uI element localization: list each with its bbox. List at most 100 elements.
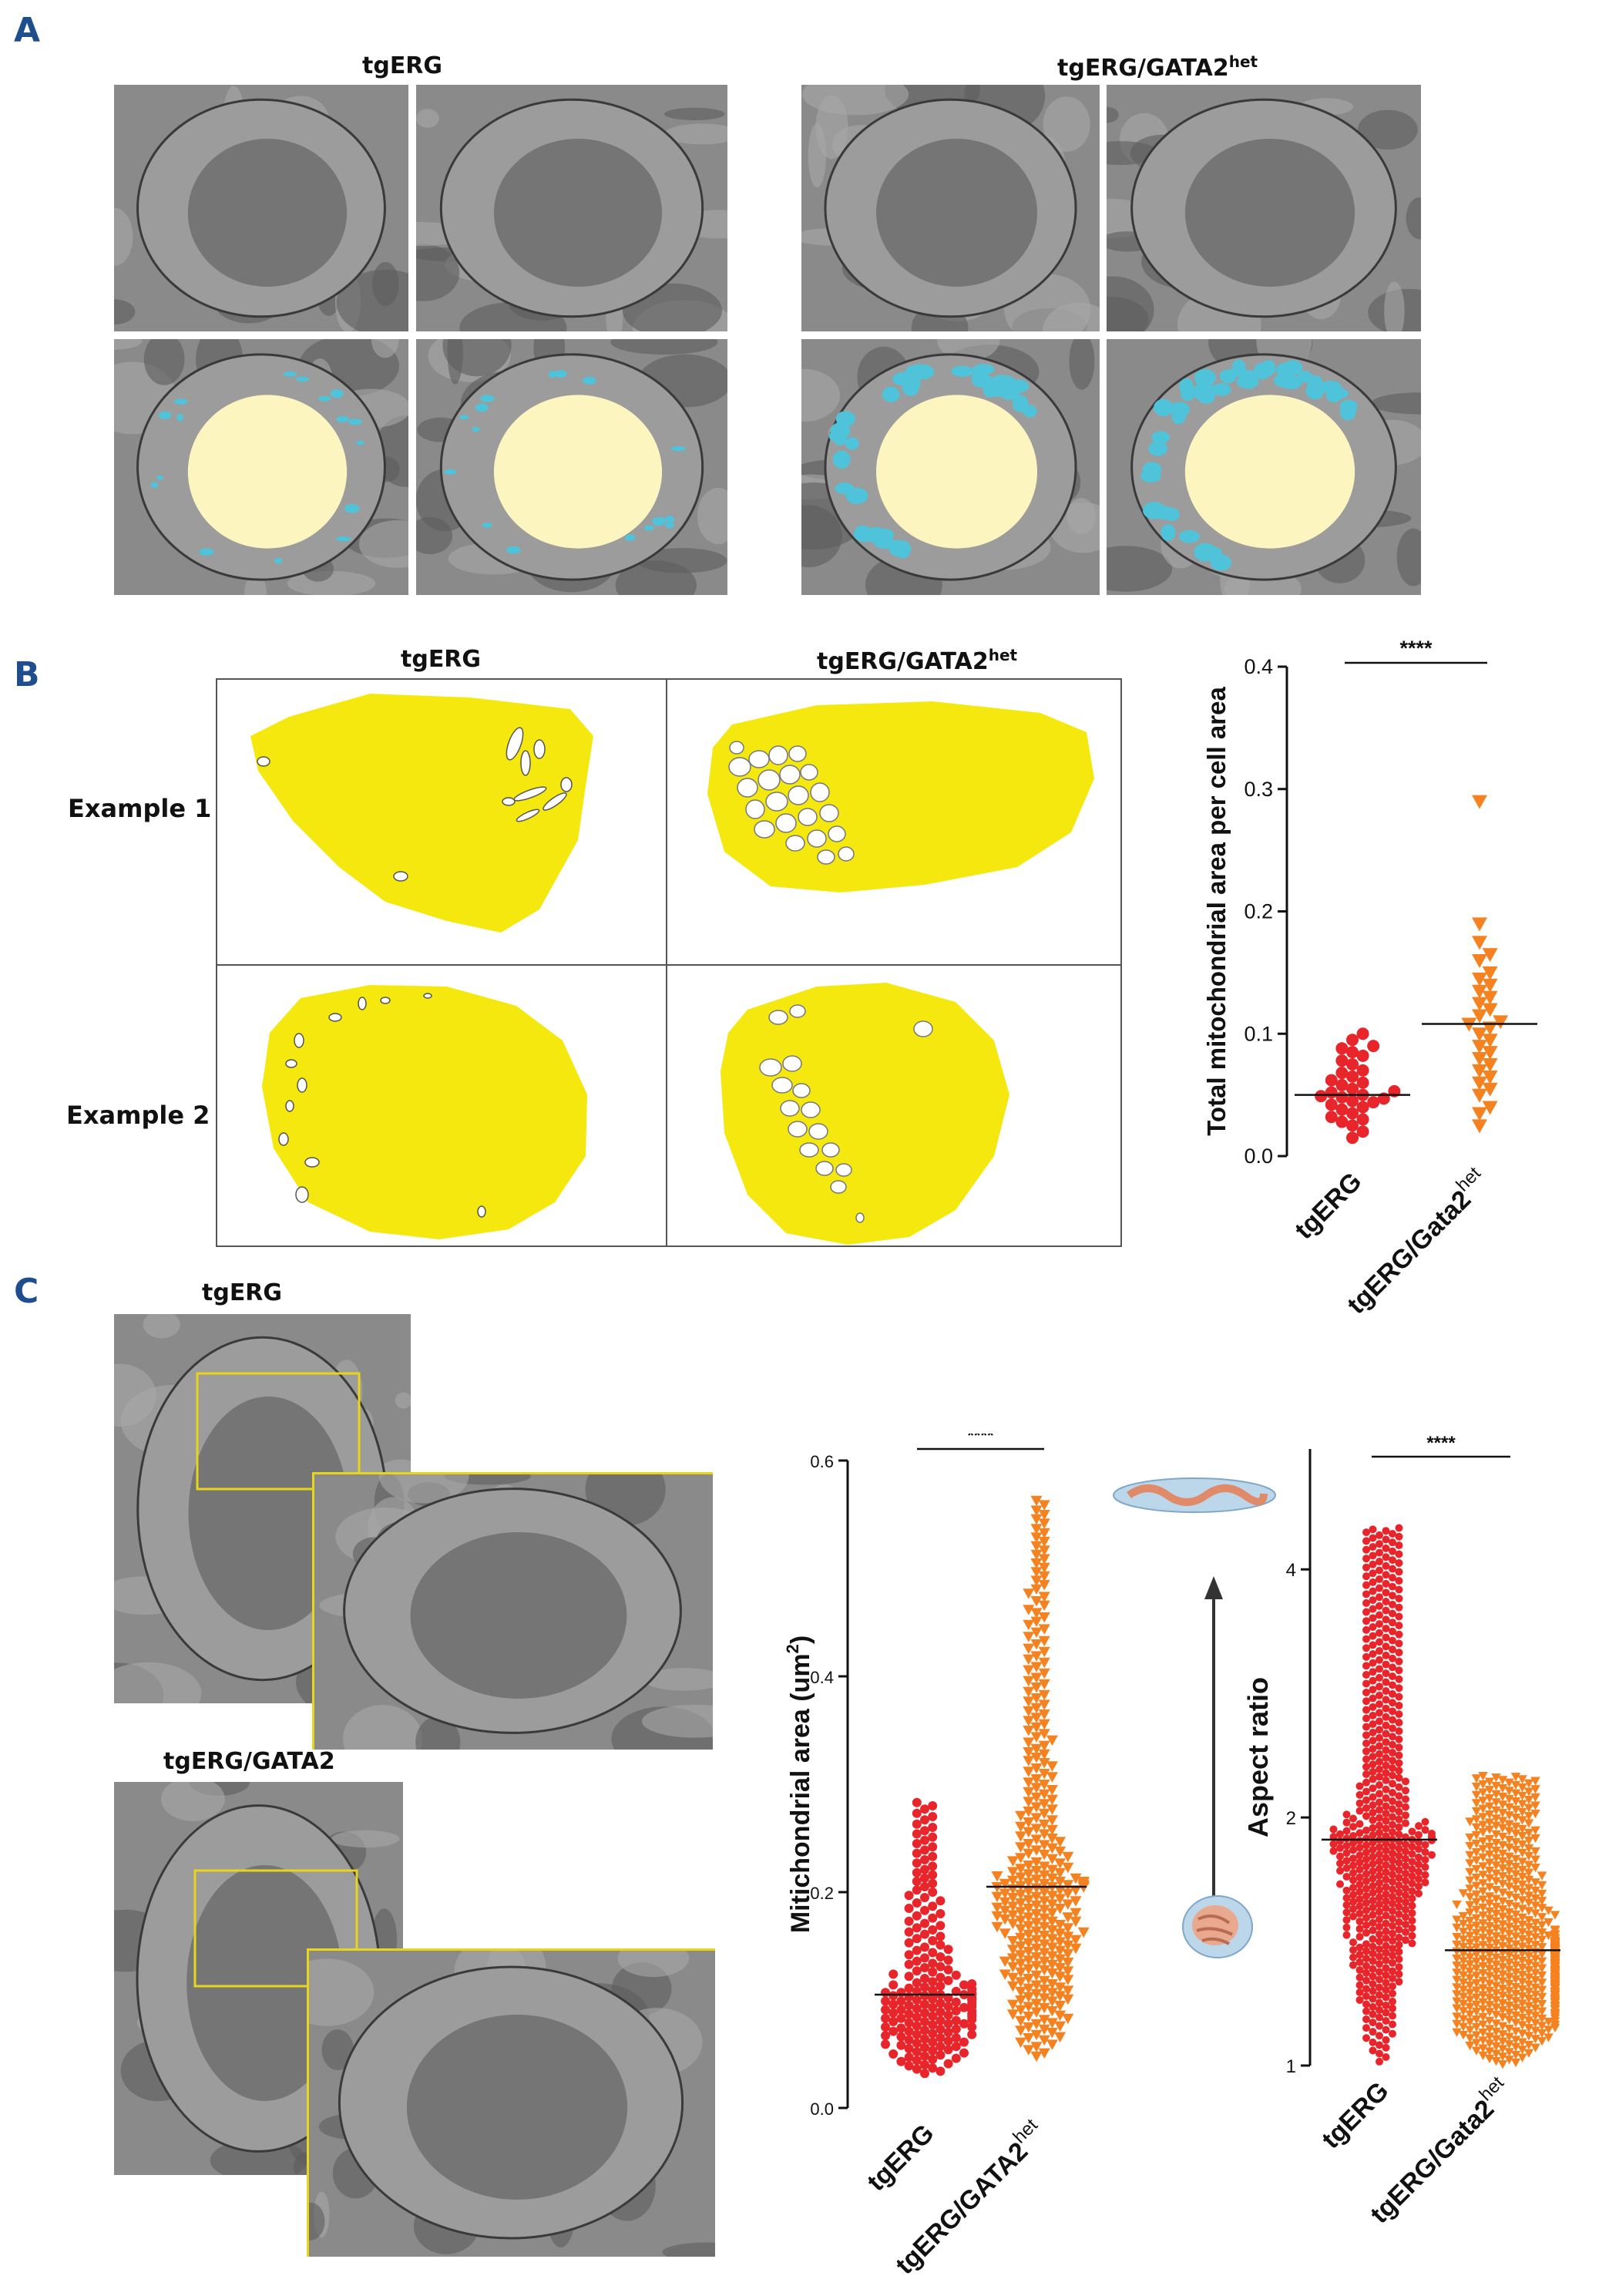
data-point [1030, 1891, 1043, 1903]
data-point [1355, 1790, 1364, 1799]
data-point [1421, 1817, 1429, 1826]
data-point [1395, 1684, 1403, 1693]
data-point [1517, 1872, 1527, 1882]
data-point [1346, 1046, 1359, 1059]
data-point [1389, 1877, 1396, 1886]
data-point [1030, 2042, 1043, 2052]
data-point [1415, 1882, 1423, 1891]
data-point [1046, 1864, 1058, 1876]
data-point [1537, 2014, 1547, 2023]
data-point [1421, 1863, 1429, 1871]
data-point [1523, 1868, 1534, 1877]
data-point [1038, 1537, 1050, 1548]
data-point [1030, 1732, 1043, 1743]
data-point [1054, 2010, 1067, 2022]
data-point [904, 1916, 914, 1926]
data-point [1465, 1893, 1475, 1902]
data-point [1369, 1853, 1377, 1861]
data-point [1523, 1995, 1534, 2004]
data-point [1482, 1003, 1498, 1017]
data-point [1395, 1603, 1403, 1612]
data-point [1362, 1892, 1370, 1901]
data-point [1389, 1951, 1396, 1960]
data-point [1356, 1125, 1369, 1138]
data-point [1342, 1908, 1351, 1917]
data-point [1376, 1893, 1383, 1901]
data-point [1046, 2006, 1058, 2017]
data-point [1471, 1943, 1482, 1952]
data-point [1336, 1830, 1344, 1838]
data-point [1517, 2006, 1527, 2015]
data-point [1376, 1828, 1383, 1837]
data-point [1482, 1101, 1498, 1115]
data-point [1452, 1983, 1462, 1992]
data-point [1389, 1529, 1396, 1538]
data-point [1376, 1757, 1383, 1766]
data-point [1342, 1864, 1351, 1872]
data-point [904, 2044, 914, 2053]
data-point [1369, 1694, 1377, 1703]
data-point [1382, 1890, 1390, 1898]
em-gata2het-cell2 [1107, 85, 1421, 331]
data-point [1355, 1858, 1364, 1867]
data-point [936, 1940, 946, 1950]
data-point [1395, 1874, 1403, 1882]
data-point [1523, 2016, 1534, 2025]
data-point [1006, 1936, 1019, 1947]
data-point [1465, 1884, 1475, 1894]
data-point [1023, 1964, 1035, 1975]
data-point [1504, 2056, 1514, 2065]
data-point [1030, 1693, 1043, 1704]
data-point [1070, 1916, 1082, 1928]
data-point [1395, 1881, 1403, 1890]
data-point [1376, 2013, 1383, 2022]
data-point [1325, 1098, 1338, 1111]
data-point [904, 2001, 914, 2010]
data-point [1355, 1865, 1364, 1874]
data-point [1355, 1909, 1364, 1918]
data-point [1458, 1928, 1469, 1937]
data-point [1062, 1985, 1074, 1996]
data-point [1530, 2026, 1540, 2035]
data-point [1349, 1946, 1357, 1955]
data-point [1421, 1871, 1429, 1879]
data-point [936, 2024, 946, 2034]
data-point [1356, 1049, 1369, 1062]
data-point [1030, 1926, 1043, 1937]
data-point [1367, 1040, 1380, 1053]
data-point [1362, 2015, 1370, 2023]
data-point [1382, 1624, 1390, 1632]
data-point [920, 2060, 929, 2069]
data-point [1517, 1896, 1527, 1905]
data-point [888, 2026, 899, 2036]
data-point [1346, 1094, 1359, 1108]
data-point [959, 2037, 969, 2047]
data-point [920, 2069, 929, 2079]
data-point [1389, 1789, 1396, 1797]
data-point [904, 1950, 914, 1960]
data-point [1458, 1935, 1469, 1945]
data-point [1484, 1972, 1495, 1981]
y-tick-label: 0.3 [1244, 778, 1273, 801]
mito-tgerg-ex2 [278, 993, 486, 1218]
data-point [912, 2004, 922, 2014]
data-point [1497, 1864, 1508, 1874]
data-point [1382, 1544, 1390, 1552]
data-point [1395, 1895, 1403, 1904]
data-point [943, 2028, 953, 2037]
data-point [1030, 1683, 1043, 1693]
data-point [928, 1878, 938, 1888]
data-point [1484, 1825, 1495, 1834]
data-point [1006, 1999, 1019, 2011]
data-point [936, 1921, 946, 1931]
data-point [1402, 1787, 1409, 1795]
data-point [1482, 1057, 1498, 1072]
data-point [1015, 1977, 1027, 1988]
data-point [1382, 1927, 1390, 1935]
data-point [1355, 1902, 1364, 1911]
series-0 [881, 1797, 977, 2079]
data-point [1389, 1627, 1396, 1635]
data-point [1510, 2042, 1521, 2052]
data-point [1478, 1871, 1488, 1880]
data-point [936, 2007, 946, 2017]
